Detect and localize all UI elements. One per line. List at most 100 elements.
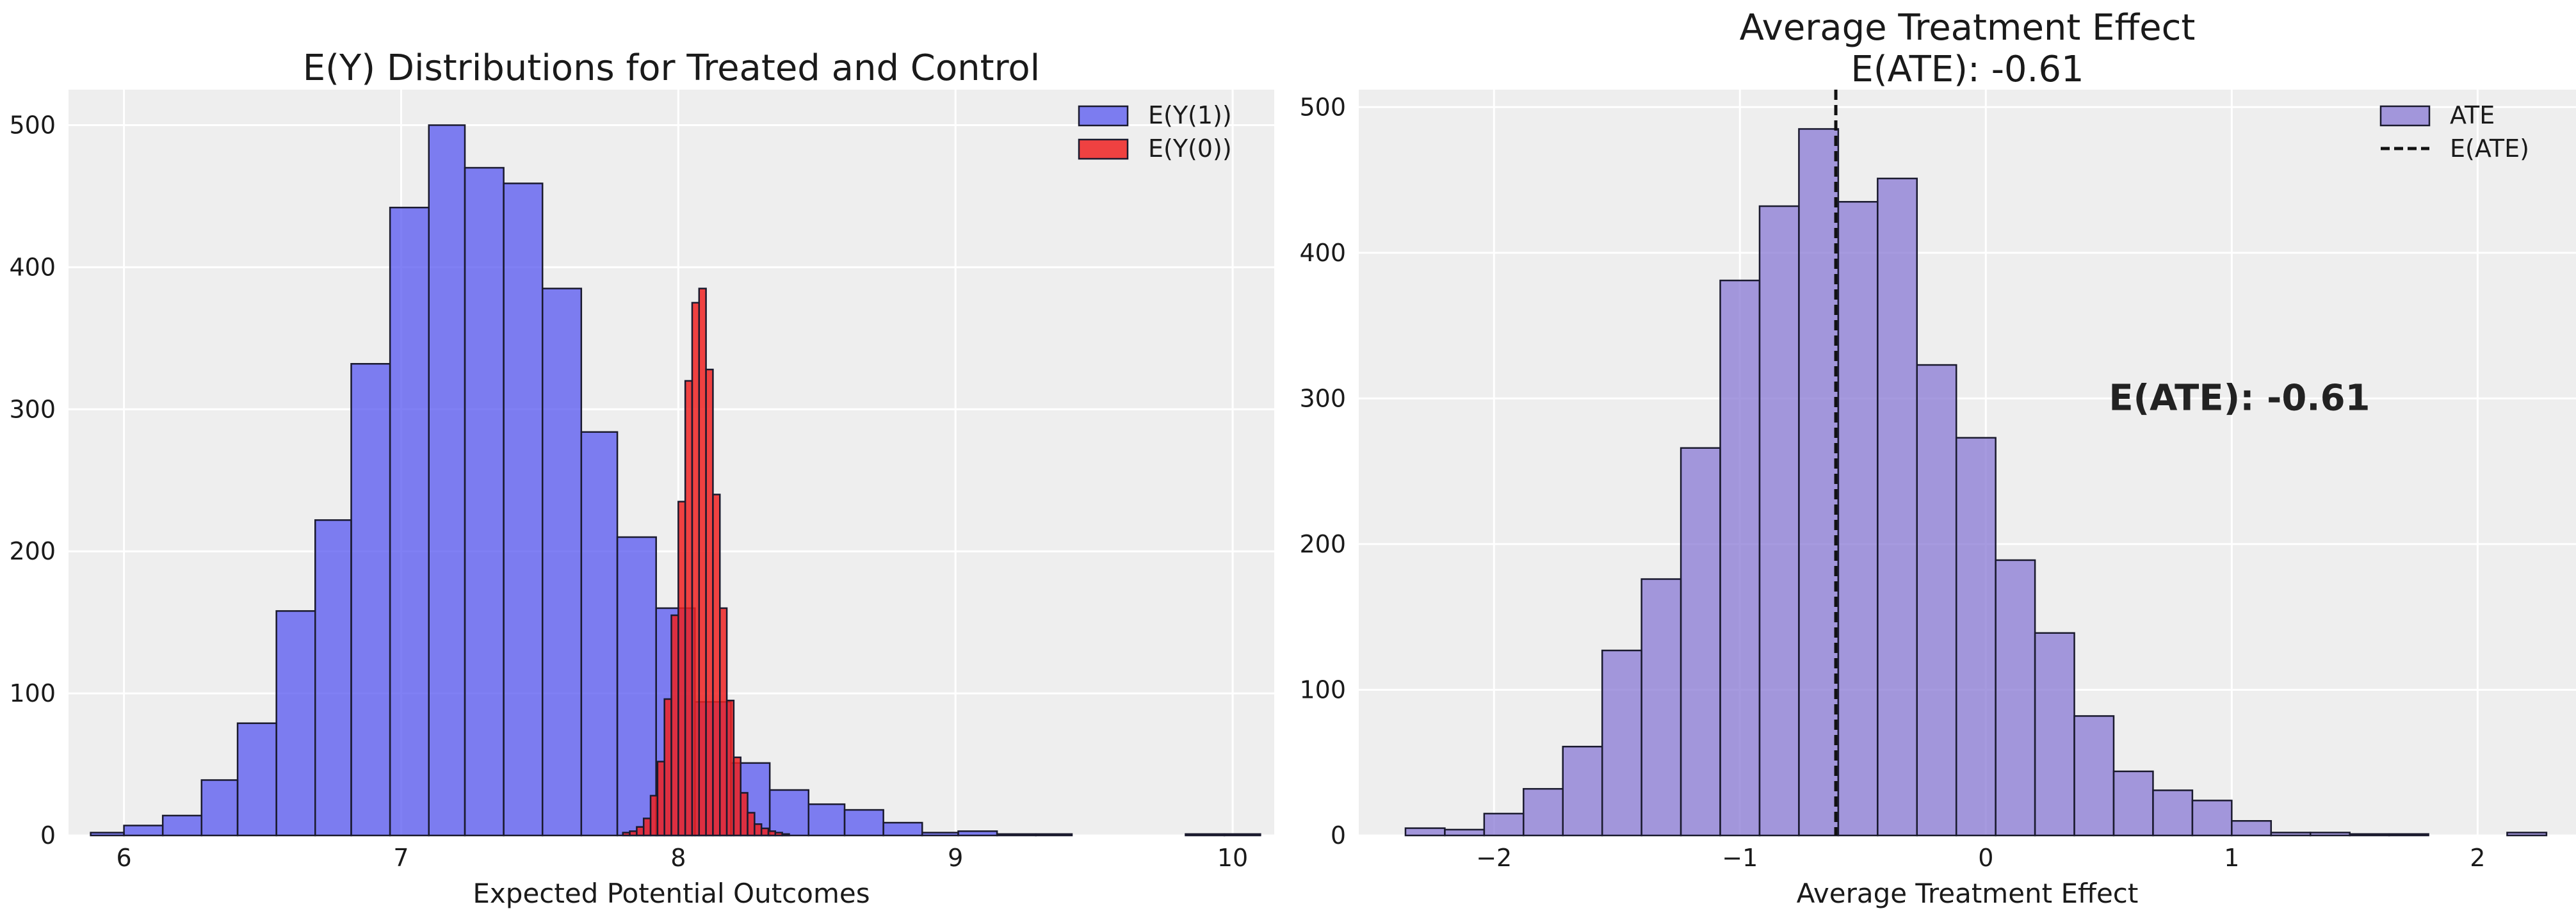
x-tick-label: 0 <box>1978 844 1993 872</box>
bar <box>712 494 721 837</box>
x-tick-label: 1 <box>2224 844 2239 872</box>
bar <box>747 812 756 837</box>
bar <box>2112 770 2154 837</box>
bar <box>123 825 164 837</box>
bar <box>1523 787 1564 837</box>
bar <box>1223 833 1261 837</box>
bar <box>767 830 777 837</box>
bar <box>781 833 790 837</box>
bar <box>1483 812 1525 837</box>
x-tick-label: 6 <box>116 844 131 872</box>
bar <box>921 832 959 837</box>
bar <box>2034 632 2075 837</box>
bar <box>2270 832 2312 837</box>
y-tick-label: 300 <box>1299 384 1346 412</box>
bar <box>807 803 846 837</box>
bar <box>2231 819 2272 837</box>
bar <box>957 830 998 837</box>
legend-label: ATE <box>2450 101 2495 129</box>
y-tick-label: 100 <box>9 679 56 707</box>
bar <box>663 698 672 837</box>
x-axis-label: Expected Potential Outcomes <box>473 878 870 909</box>
bar <box>642 818 652 837</box>
legend-label: E(Y(1)) <box>1148 101 1232 129</box>
chart-title: Average Treatment Effect <box>1740 7 2196 49</box>
series-E(Y(1)) <box>90 124 1261 837</box>
legend: E(Y(1)) E(Y(0)) <box>1078 101 1232 163</box>
bar <box>90 832 125 837</box>
legend-swatch <box>1078 105 1129 127</box>
bar <box>882 821 923 837</box>
legend-swatch <box>1078 138 1129 160</box>
bar <box>629 830 638 837</box>
bar <box>622 832 631 837</box>
bar <box>691 302 701 837</box>
chart-panel-1: 0 100 200 300 400 500 6 7 8 9 10 Expected Potential… <box>9 47 1274 909</box>
bar <box>1995 559 2036 837</box>
x-tick-label: 2 <box>2470 844 2485 872</box>
bar <box>1877 177 1918 837</box>
bar <box>200 779 239 837</box>
bar <box>616 536 657 837</box>
bar <box>684 380 693 837</box>
bar <box>1601 649 1642 837</box>
y-tick-label: 200 <box>1299 530 1346 558</box>
y-tick-label: 100 <box>1299 675 1346 704</box>
bar <box>705 368 714 837</box>
chart-panel-2: E(ATE): -0.61 0 100 200 300 400 500 −2 −1 0 1 2 Aver… <box>1299 7 2576 909</box>
bar <box>725 699 735 837</box>
bar <box>996 833 1037 837</box>
y-tick-label: 200 <box>9 537 56 565</box>
bar <box>843 809 884 837</box>
bar <box>1035 833 1073 837</box>
bar <box>350 363 391 837</box>
bar <box>2506 832 2548 837</box>
bar <box>670 614 679 837</box>
y-tick-label: 500 <box>9 111 56 139</box>
y-tick-label: 0 <box>40 821 56 850</box>
bar <box>161 814 203 837</box>
bar <box>1798 128 1840 837</box>
y-tick-label: 0 <box>1331 821 1346 850</box>
bar <box>503 182 544 837</box>
bar <box>428 124 466 837</box>
y-tick-label: 400 <box>9 253 56 281</box>
bar <box>275 610 316 837</box>
bar <box>1758 205 1800 837</box>
x-axis-label: Average Treatment Effect <box>1797 878 2139 909</box>
bar <box>636 826 645 837</box>
bar <box>464 166 505 837</box>
bar <box>656 761 665 837</box>
bar <box>389 206 430 837</box>
x-tick-label: −1 <box>1722 844 1758 872</box>
bar <box>314 519 352 837</box>
annotation-text: E(ATE): -0.61 <box>2109 377 2370 419</box>
bar <box>774 832 783 837</box>
bar <box>2152 789 2194 837</box>
bar <box>1837 200 1879 837</box>
bar <box>1719 279 1761 837</box>
chart-subtitle: E(ATE): -0.61 <box>1851 49 2084 90</box>
bar <box>541 287 583 837</box>
x-tick-label: 8 <box>670 844 686 872</box>
legend-swatch <box>2379 105 2431 127</box>
legend-label: E(ATE) <box>2450 134 2529 163</box>
legend-label: E(Y(0)) <box>1148 134 1232 163</box>
chart-title: E(Y) Distributions for Treated and Contr… <box>303 47 1040 89</box>
bar <box>1680 447 1721 837</box>
bar <box>2388 833 2429 837</box>
bar <box>2073 715 2115 837</box>
bar <box>760 827 770 837</box>
bar <box>2309 832 2351 837</box>
bar <box>1916 364 1957 837</box>
x-tick-label: 10 <box>1217 844 1248 872</box>
legend: ATE E(ATE) <box>2379 101 2529 163</box>
bar <box>677 501 686 837</box>
bar <box>754 823 763 837</box>
bar <box>2349 833 2390 837</box>
y-tick-label: 500 <box>1299 93 1346 121</box>
bar <box>768 789 810 837</box>
series-E(Y(0)) <box>622 287 790 837</box>
bar <box>580 431 619 837</box>
